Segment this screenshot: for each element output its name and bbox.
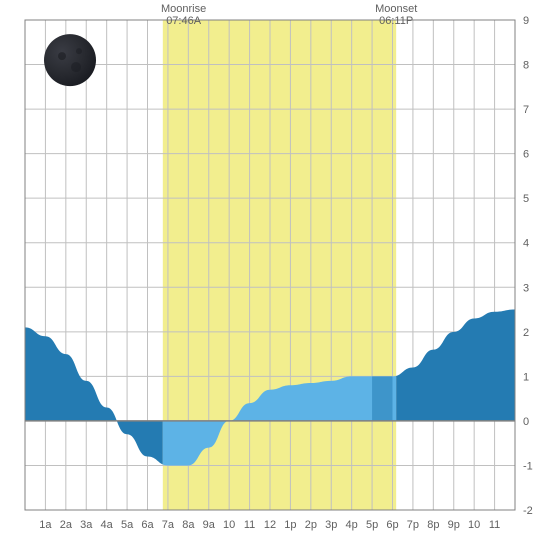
moonrise-label-title: Moonrise bbox=[161, 3, 206, 15]
y-tick-label: 5 bbox=[523, 193, 529, 205]
x-tick-label: 3p bbox=[325, 519, 337, 531]
y-tick-label: 6 bbox=[523, 149, 529, 161]
x-tick-label: 6p bbox=[386, 519, 398, 531]
y-tick-label: 7 bbox=[523, 104, 529, 116]
y-tick-label: 0 bbox=[523, 416, 529, 428]
x-tick-label: 10 bbox=[468, 519, 480, 531]
y-tick-label: -2 bbox=[523, 505, 533, 517]
x-tick-label: 2p bbox=[305, 519, 317, 531]
moonrise-label-time: 07:46A bbox=[166, 15, 202, 27]
x-tick-label: 9p bbox=[448, 519, 460, 531]
x-tick-label: 5p bbox=[366, 519, 378, 531]
tide-transition-patch bbox=[372, 376, 392, 421]
x-tick-label: 12 bbox=[264, 519, 276, 531]
x-tick-label: 4p bbox=[346, 519, 358, 531]
x-tick-label: 10 bbox=[223, 519, 235, 531]
y-tick-label: 2 bbox=[523, 327, 529, 339]
chart-canvas: -2-101234567891a2a3a4a5a6a7a8a9a1011121p… bbox=[0, 0, 550, 550]
x-tick-label: 3a bbox=[80, 519, 93, 531]
moonset-label-time: 06:11P bbox=[379, 15, 413, 27]
x-tick-label: 1a bbox=[39, 519, 52, 531]
y-tick-label: 4 bbox=[523, 238, 529, 250]
x-tick-label: 11 bbox=[244, 519, 255, 531]
x-tick-label: 7a bbox=[162, 519, 175, 531]
x-tick-label: 6a bbox=[141, 519, 154, 531]
x-tick-label: 8p bbox=[427, 519, 439, 531]
x-tick-label: 5a bbox=[121, 519, 134, 531]
y-tick-label: 3 bbox=[523, 282, 529, 294]
x-tick-label: 1p bbox=[284, 519, 296, 531]
x-tick-label: 2a bbox=[60, 519, 73, 531]
y-tick-label: 8 bbox=[523, 60, 529, 72]
x-tick-label: 4a bbox=[101, 519, 114, 531]
y-tick-label: 9 bbox=[523, 15, 529, 27]
x-tick-label: 9a bbox=[203, 519, 216, 531]
x-tick-label: 7p bbox=[407, 519, 419, 531]
x-tick-label: 11 bbox=[489, 519, 500, 531]
tide-chart: -2-101234567891a2a3a4a5a6a7a8a9a1011121p… bbox=[0, 0, 550, 550]
y-tick-label: -1 bbox=[523, 460, 533, 472]
x-tick-label: 8a bbox=[182, 519, 195, 531]
moonset-label-title: Moonset bbox=[375, 3, 417, 15]
moon-icon bbox=[44, 34, 96, 86]
y-tick-label: 1 bbox=[523, 371, 529, 383]
